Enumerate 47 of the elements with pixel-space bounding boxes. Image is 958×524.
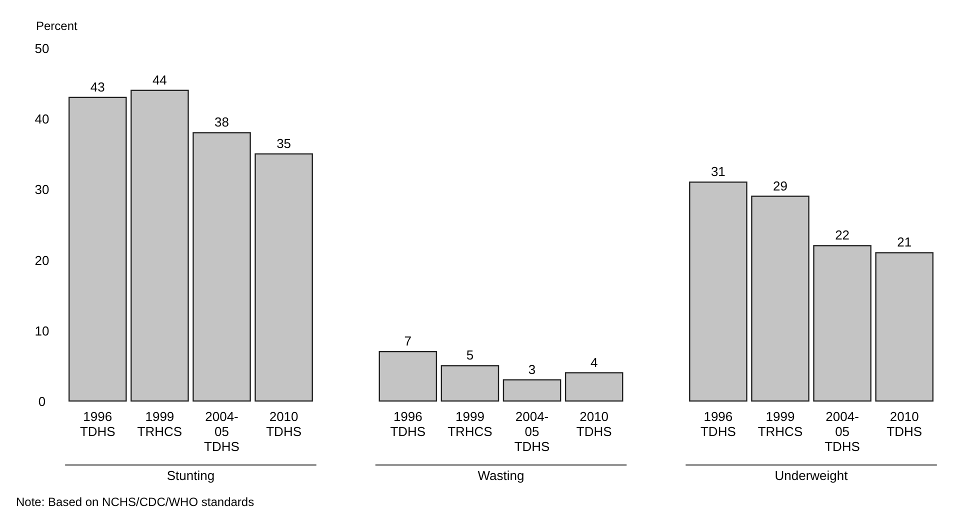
- bar: [813, 245, 872, 402]
- bar: [564, 372, 624, 402]
- data-label: 31: [710, 164, 726, 180]
- y-tick-label: 0: [38, 394, 46, 409]
- data-label: 7: [404, 334, 412, 349]
- x-tick-label: 2010 TDHS: [266, 409, 302, 439]
- y-axis-title: Percent: [36, 19, 78, 33]
- bar: [875, 252, 934, 402]
- x-tick-label: 1996 TDHS: [80, 409, 116, 439]
- bar: [440, 365, 500, 402]
- x-tick-label: 1999 TRHCS: [448, 409, 493, 439]
- bar: [130, 90, 189, 402]
- data-label: 38: [214, 114, 229, 130]
- text: Stunting: [166, 468, 215, 483]
- data-label: 4: [590, 354, 598, 370]
- x-tick-label: 2004- 05 TDHS: [204, 409, 240, 454]
- y-tick-label: 40: [34, 112, 50, 127]
- y-tick-label: 20: [34, 252, 50, 268]
- y-tick-label: 50: [34, 41, 50, 56]
- bar: [254, 153, 313, 402]
- bar: [68, 96, 127, 402]
- bar: [751, 196, 810, 402]
- x-tick-label: 1996 TDHS: [390, 409, 426, 439]
- y-tick-label: 10: [34, 323, 50, 338]
- bar: [378, 350, 438, 402]
- data-label: 3: [528, 362, 536, 377]
- text: Wasting: [478, 468, 524, 483]
- x-tick-label: 2010 TDHS: [576, 409, 612, 439]
- data-label: 43: [90, 79, 105, 94]
- data-label: 29: [773, 178, 788, 194]
- x-tick-label: 1999 TRHCS: [758, 409, 803, 439]
- x-tick-label: 2004- 05 TDHS: [514, 409, 550, 454]
- y-tick-label: 30: [34, 182, 50, 198]
- bar: [192, 132, 251, 402]
- x-tick-label: 2010 TDHS: [886, 409, 922, 439]
- text: Note: Based on NCHS/CDC/WHO standards: [16, 495, 254, 509]
- text: Underweight: [774, 468, 848, 483]
- data-label: 21: [897, 234, 912, 250]
- data-label: 35: [276, 136, 292, 151]
- x-tick-label: 1996 TDHS: [700, 409, 736, 439]
- x-tick-label: 2004- 05 TDHS: [824, 409, 860, 454]
- x-tick-label: 1999 TRHCS: [137, 409, 182, 439]
- bar: [689, 182, 748, 402]
- data-label: 22: [835, 228, 850, 243]
- data-label: 5: [466, 348, 474, 363]
- data-label: 44: [152, 72, 167, 88]
- bar: [502, 379, 562, 402]
